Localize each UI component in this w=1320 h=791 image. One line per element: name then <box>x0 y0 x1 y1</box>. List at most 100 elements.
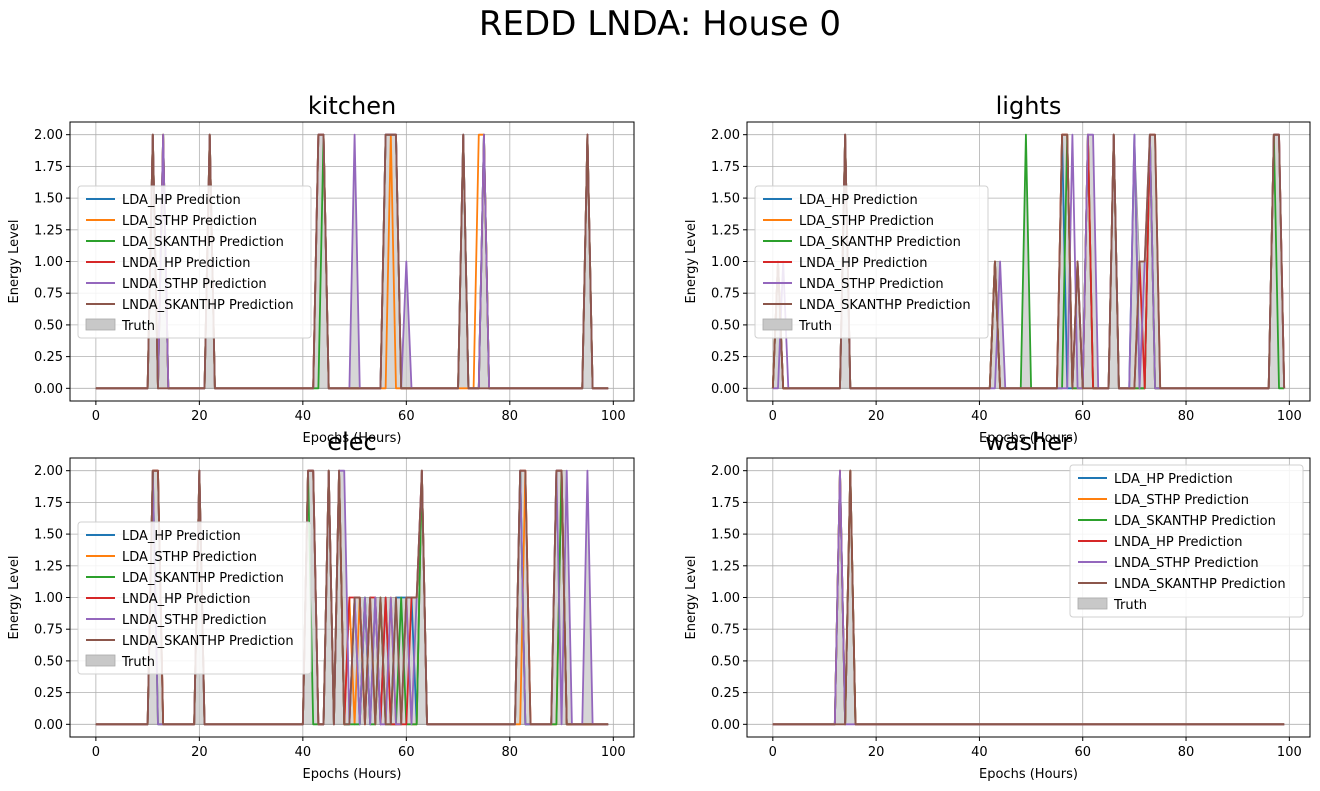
series-line-LNDA_SKANTHP <box>771 133 1286 390</box>
x-tick-label: 20 <box>191 745 208 760</box>
y-tick-label: 1.25 <box>711 559 740 574</box>
legend-label: LDA_STHP Prediction <box>799 214 934 229</box>
x-tick-label: 100 <box>601 745 626 760</box>
y-tick-label: 1.75 <box>711 496 740 511</box>
legend-label: LDA_SKANTHP Prediction <box>122 235 284 250</box>
y-tick-label: 0.75 <box>711 287 740 302</box>
x-tick-label: 80 <box>502 409 519 424</box>
x-tick-label: 20 <box>868 745 885 760</box>
x-tick-label: 0 <box>769 745 777 760</box>
legend-label: LDA_HP Prediction <box>122 529 241 544</box>
legend-label: LNDA_STHP Prediction <box>122 613 267 628</box>
legend: LDA_HP Prediction LDA_STHP Prediction LDA_… <box>77 185 312 339</box>
x-tick-label: 20 <box>191 409 208 424</box>
y-tick-label: 2.00 <box>34 128 63 143</box>
y-tick-label: 2.00 <box>711 464 740 479</box>
y-tick-label: 0.00 <box>34 718 63 733</box>
series-line-LNDA_SKANTHP <box>95 133 609 390</box>
y-axis-label: Energy Level <box>7 220 22 304</box>
y-tick-label: 0.25 <box>34 350 63 365</box>
y-tick-label: 1.75 <box>34 160 63 175</box>
x-tick-label: 0 <box>769 409 777 424</box>
legend-label: LNDA_HP Prediction <box>122 592 250 607</box>
y-tick-label: 1.25 <box>34 559 63 574</box>
legend: LDA_HP Prediction LDA_STHP Prediction LDA_… <box>1069 464 1304 618</box>
y-axis-label: Energy Level <box>7 556 22 640</box>
legend-label: LDA_HP Prediction <box>122 193 241 208</box>
x-tick-label: 0 <box>92 409 100 424</box>
y-tick-label: 2.00 <box>34 464 63 479</box>
legend-box <box>1069 464 1304 618</box>
x-tick-label: 40 <box>295 745 312 760</box>
legend-label: LNDA_HP Prediction <box>1114 535 1242 550</box>
y-tick-label: 0.50 <box>711 318 740 333</box>
x-tick-label: 40 <box>971 409 988 424</box>
plot-area <box>95 133 610 390</box>
legend-box <box>77 185 312 339</box>
legend-label: LDA_STHP Prediction <box>1114 493 1249 508</box>
x-tick-label: 100 <box>1277 409 1302 424</box>
x-tick-label: 40 <box>295 409 312 424</box>
subplot-title: lights <box>996 92 1062 120</box>
x-tick-label: 60 <box>398 409 415 424</box>
y-tick-label: 0.25 <box>711 350 740 365</box>
x-tick-label: 100 <box>1277 745 1302 760</box>
y-tick-label: 1.00 <box>34 255 63 270</box>
series-line-LNDA_SKANTHP <box>772 469 1285 726</box>
y-tick-label: 0.50 <box>711 654 740 669</box>
legend-label: LDA_SKANTHP Prediction <box>799 235 961 250</box>
legend-label: LNDA_SKANTHP Prediction <box>799 298 971 313</box>
subplot-elec: 0 20 40 60 80 100 0.00 0.25 0.50 0.75 1.00 1.25 1.50… <box>7 428 635 782</box>
subplot-lights: 0 20 40 60 80 100 0.00 0.25 0.50 0.75 1.00 1.25 1.50… <box>684 92 1311 446</box>
figure-title: REDD LNDA: House 0 <box>478 4 842 44</box>
y-tick-label: 1.75 <box>711 160 740 175</box>
x-axis-label: Epochs (Hours) <box>979 431 1078 446</box>
y-tick-label: 1.00 <box>711 255 740 270</box>
legend-label: Truth <box>121 319 155 334</box>
legend-swatch-truth <box>1077 597 1108 610</box>
legend: LDA_HP Prediction LDA_STHP Prediction LDA_… <box>754 185 989 339</box>
legend-swatch-truth <box>85 318 116 331</box>
plot-area <box>771 133 1286 390</box>
legend-label: LNDA_HP Prediction <box>122 256 250 271</box>
legend-label: LNDA_SKANTHP Prediction <box>122 634 294 649</box>
legend-label: LNDA_SKANTHP Prediction <box>1114 577 1286 592</box>
legend-swatch-truth <box>762 318 793 331</box>
y-tick-label: 2.00 <box>711 128 740 143</box>
x-tick-label: 0 <box>92 745 100 760</box>
subplot-title: elec <box>327 428 376 456</box>
x-axis-label: Epochs (Hours) <box>303 431 402 446</box>
y-tick-label: 0.75 <box>34 287 63 302</box>
x-tick-label: 20 <box>868 409 885 424</box>
legend-box <box>77 521 312 675</box>
y-axis-label: Energy Level <box>684 556 699 640</box>
y-tick-label: 1.50 <box>711 528 740 543</box>
legend-label: LDA_SKANTHP Prediction <box>122 571 284 586</box>
y-tick-label: 1.50 <box>711 192 740 207</box>
y-tick-label: 1.50 <box>34 192 63 207</box>
subplot-title: washer <box>985 428 1072 456</box>
legend-swatch-truth <box>85 654 116 667</box>
y-axis-label: Energy Level <box>684 220 699 304</box>
x-tick-label: 100 <box>601 409 626 424</box>
legend-box <box>754 185 989 339</box>
y-tick-label: 0.50 <box>34 654 63 669</box>
x-tick-label: 80 <box>1178 409 1195 424</box>
x-tick-label: 60 <box>1074 745 1091 760</box>
subplot-kitchen: 0 20 40 60 80 100 0.00 0.25 0.50 0.75 1.00 1.25 1.50… <box>7 92 635 446</box>
y-tick-label: 0.25 <box>711 686 740 701</box>
y-tick-label: 0.25 <box>34 686 63 701</box>
legend-label: LDA_HP Prediction <box>799 193 918 208</box>
x-axis-label: Epochs (Hours) <box>979 767 1078 782</box>
x-tick-label: 60 <box>398 745 415 760</box>
series-line-LNDA_SKANTHP <box>95 469 609 726</box>
legend-label: LDA_STHP Prediction <box>122 550 257 565</box>
y-tick-label: 0.00 <box>711 718 740 733</box>
y-tick-label: 1.50 <box>34 528 63 543</box>
legend-label: Truth <box>1113 598 1147 613</box>
legend-label: Truth <box>121 655 155 670</box>
y-tick-label: 0.00 <box>711 382 740 397</box>
legend-label: LNDA_STHP Prediction <box>1114 556 1259 571</box>
x-tick-label: 80 <box>1178 745 1195 760</box>
